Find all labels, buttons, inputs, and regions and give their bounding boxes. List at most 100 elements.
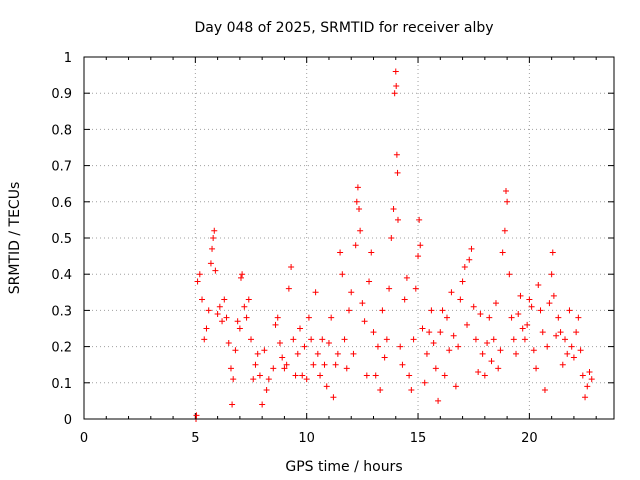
- data-point: [472, 336, 479, 343]
- data-point: [488, 358, 495, 365]
- x-axis-label: GPS time / hours: [285, 459, 402, 475]
- data-point: [410, 336, 417, 343]
- data-point: [372, 372, 379, 379]
- data-point: [533, 365, 540, 372]
- y-tick-label: 0.8: [51, 123, 72, 138]
- data-point: [305, 314, 312, 321]
- data-point: [237, 274, 244, 281]
- data-point: [584, 383, 591, 390]
- x-tick-label: 15: [410, 431, 427, 446]
- data-point: [577, 347, 584, 354]
- data-point: [448, 289, 455, 296]
- data-point: [303, 376, 310, 383]
- data-point: [330, 394, 337, 401]
- data-point: [325, 339, 332, 346]
- data-point: [388, 235, 395, 241]
- data-point: [259, 401, 266, 408]
- data-point: [243, 314, 250, 321]
- data-point: [446, 347, 453, 354]
- data-point: [501, 227, 508, 234]
- data-point: [225, 339, 232, 346]
- data-point: [250, 376, 257, 383]
- data-point: [441, 372, 448, 379]
- data-point: [194, 278, 201, 285]
- data-point: [515, 311, 522, 318]
- data-point: [234, 318, 241, 325]
- data-point: [359, 300, 366, 307]
- y-tick-label: 0.5: [51, 232, 72, 247]
- x-tick-label: 20: [521, 431, 538, 446]
- data-point: [381, 354, 388, 361]
- data-point: [391, 90, 398, 97]
- data-point: [517, 292, 524, 299]
- data-point: [555, 314, 562, 321]
- data-point: [459, 278, 466, 285]
- data-point: [490, 336, 497, 343]
- data-point: [301, 343, 308, 350]
- data-point: [386, 285, 393, 292]
- data-point: [285, 285, 292, 292]
- data-point: [297, 325, 304, 332]
- data-point: [229, 401, 236, 408]
- data-point: [323, 383, 330, 390]
- data-point: [209, 245, 216, 252]
- data-point: [417, 242, 424, 249]
- data-point: [199, 296, 206, 303]
- data-point: [461, 263, 468, 270]
- data-point: [423, 350, 430, 357]
- data-point: [352, 242, 359, 249]
- data-point: [256, 372, 263, 379]
- y-axis-label: SRMTID / TECUs: [7, 182, 23, 295]
- data-point: [495, 365, 502, 372]
- data-point: [539, 329, 546, 336]
- data-point: [350, 350, 357, 357]
- data-point: [290, 336, 297, 343]
- data-point: [466, 256, 473, 263]
- data-point: [214, 311, 221, 318]
- data-point: [236, 325, 243, 332]
- data-point: [276, 339, 283, 346]
- data-point: [328, 314, 335, 321]
- data-point: [486, 314, 493, 321]
- data-point: [394, 216, 401, 223]
- data-point: [508, 314, 515, 321]
- data-point: [339, 271, 346, 278]
- data-point: [314, 350, 321, 357]
- data-point: [212, 267, 219, 274]
- data-point: [201, 336, 208, 343]
- data-point: [337, 249, 344, 256]
- data-point: [203, 325, 210, 332]
- data-point: [281, 365, 288, 372]
- data-point: [550, 292, 557, 299]
- y-tick-label: 0.6: [51, 196, 72, 211]
- data-point: [279, 354, 286, 361]
- data-point: [406, 372, 413, 379]
- data-point: [374, 343, 381, 350]
- data-point: [308, 336, 315, 343]
- data-point: [348, 289, 355, 296]
- data-point: [211, 227, 218, 234]
- data-point: [450, 332, 457, 339]
- data-point: [399, 361, 406, 368]
- data-point: [566, 307, 573, 314]
- data-point: [366, 278, 373, 285]
- data-point: [526, 296, 533, 303]
- data-point: [513, 350, 520, 357]
- data-point: [401, 296, 408, 303]
- y-tick-label: 0.1: [51, 377, 72, 392]
- data-point: [357, 227, 364, 234]
- data-point: [586, 368, 593, 375]
- data-point: [261, 347, 268, 354]
- data-point: [553, 332, 560, 339]
- y-tick-label: 0.3: [51, 304, 72, 319]
- data-point: [439, 307, 446, 314]
- data-point: [292, 372, 299, 379]
- data-point: [363, 372, 370, 379]
- data-point: [499, 249, 506, 256]
- data-point: [573, 329, 580, 336]
- data-point: [239, 271, 246, 278]
- data-point: [207, 260, 214, 267]
- data-point: [559, 361, 566, 368]
- data-point: [379, 307, 386, 314]
